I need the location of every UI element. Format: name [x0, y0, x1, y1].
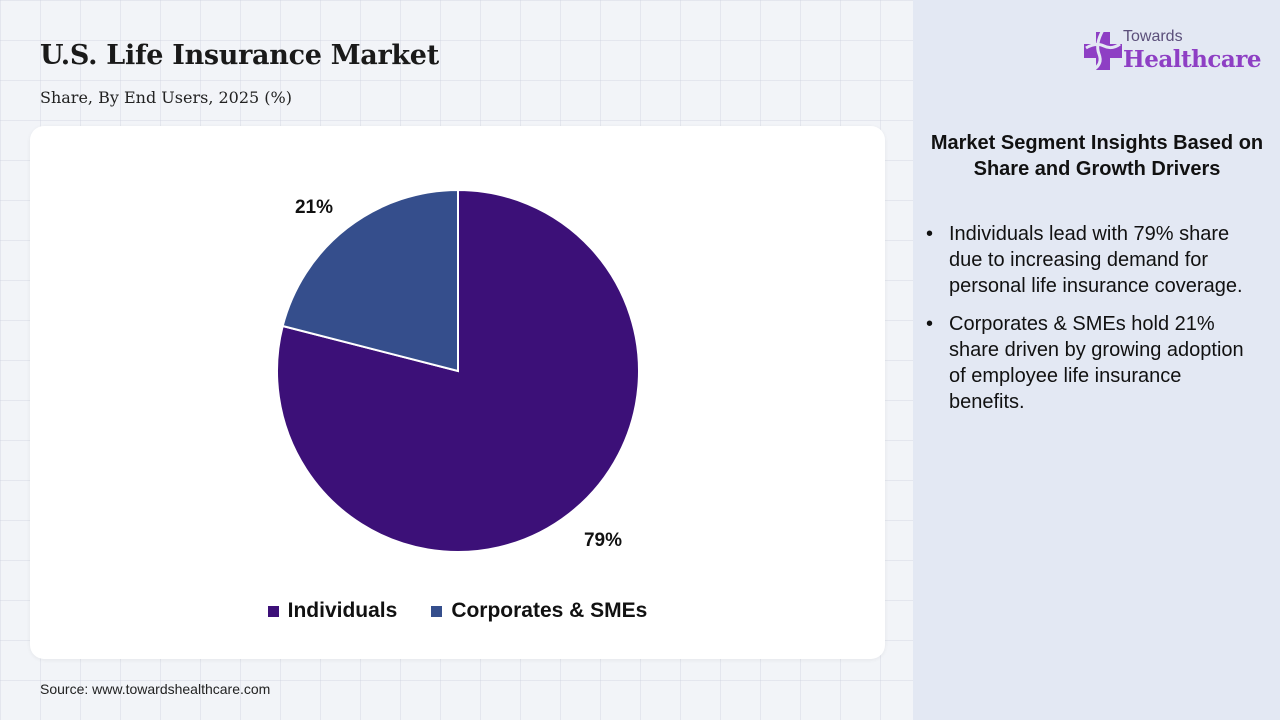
- chart-area: U.S. Life Insurance Market Share, By End…: [30, 40, 885, 697]
- logo-text-healthcare: Healthcare: [1123, 46, 1262, 73]
- pie-slice-individuals[interactable]: [276, 188, 640, 553]
- insight-text: Individuals lead with 79% share due to i…: [949, 223, 1243, 297]
- insights-list: • Individuals lead with 79% share due to…: [923, 221, 1253, 427]
- legend-item-corporates[interactable]: Corporates & SMEs: [431, 599, 647, 623]
- towards-healthcare-logo[interactable]: Towards Healthcare: [1083, 26, 1263, 78]
- pie-label-corporates: 21%: [295, 197, 333, 218]
- bullet-icon: •: [926, 313, 934, 335]
- pie-label-individuals: 79%: [584, 530, 622, 551]
- insight-text: Corporates & SMEs hold 21% share driven …: [949, 313, 1244, 413]
- insights-heading: Market Segment Insights Based on Share a…: [930, 132, 1264, 180]
- insights-panel: Towards Healthcare Market Segment Insigh…: [913, 0, 1280, 720]
- chart-legend: Individuals Corporates & SMEs: [30, 599, 885, 623]
- insight-item-individuals: • Individuals lead with 79% share due to…: [923, 221, 1253, 299]
- legend-label-corporates: Corporates & SMEs: [451, 599, 648, 622]
- legend-item-individuals[interactable]: Individuals: [267, 599, 398, 623]
- legend-swatch-individuals: [267, 605, 279, 617]
- insight-item-corporates: • Corporates & SMEs hold 21% share drive…: [923, 311, 1253, 415]
- medical-cross-logo-icon: [1084, 29, 1122, 72]
- bullet-icon: •: [926, 223, 934, 245]
- logo-text-towards: Towards: [1123, 28, 1183, 45]
- legend-swatch-corporates: [431, 605, 443, 617]
- chart-card: 79% 21% Individuals Corporates & SMEs: [30, 126, 885, 659]
- pie-slice-corporates[interactable]: [281, 188, 459, 373]
- chart-title: U.S. Life Insurance Market: [40, 40, 439, 71]
- source-note: Source: www.towardshealthcare.com: [40, 681, 271, 697]
- legend-label-individuals: Individuals: [287, 599, 398, 622]
- pie-chart: 79% 21%: [276, 188, 640, 553]
- chart-subtitle: Share, By End Users, 2025 (%): [40, 88, 292, 107]
